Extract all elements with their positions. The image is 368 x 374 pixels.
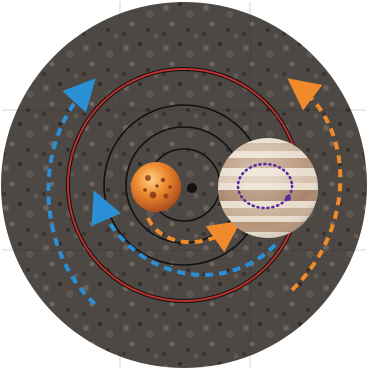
outer-left-arrow [46,78,97,306]
inner-bottom-arrow [146,217,242,253]
gas-giant [218,138,318,238]
small-moon [285,195,291,201]
dotted-orbit [236,162,294,210]
outer-right-arrow [287,78,343,292]
orange-planet [131,162,181,212]
barycenter-dot [187,183,197,193]
inner-left-arrow [91,190,277,277]
